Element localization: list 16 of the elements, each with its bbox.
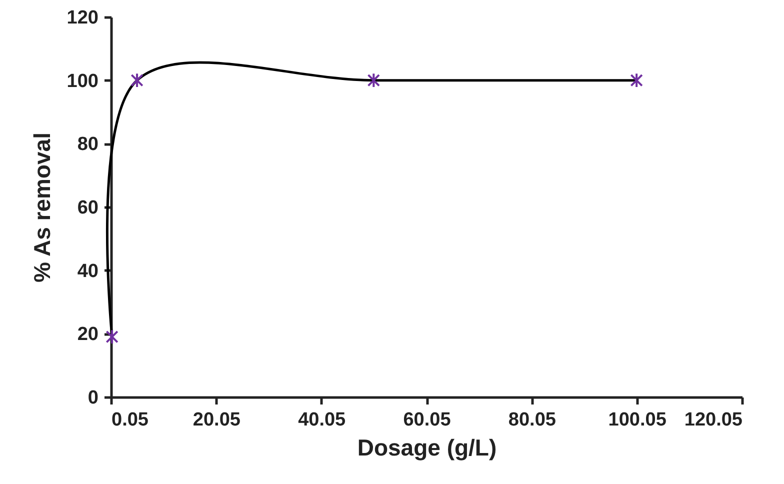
x-tick-label: 80.05: [508, 410, 556, 430]
y-tick-label: 60: [77, 198, 98, 218]
y-tick-label: 20: [77, 324, 98, 346]
x-tick-label: 100.05: [608, 410, 667, 430]
y-tick-label: 40: [77, 260, 98, 282]
x-tick-label: 40.05: [298, 410, 346, 430]
y-tick-label: 100: [66, 70, 98, 92]
x-tick-label: 60.05: [403, 410, 452, 430]
x-tick-label: 120.05: [684, 410, 743, 430]
y-tick-label: 0: [88, 388, 98, 408]
x-tick-label: 0.05: [112, 410, 149, 430]
y-tick-label: 80: [77, 134, 98, 156]
x-axis-title: Dosage (g/L): [357, 434, 497, 460]
x-tick-label: 20.05: [192, 410, 241, 430]
y-axis-title: % As removal: [28, 132, 55, 282]
y-tick-label: 120: [66, 8, 98, 28]
